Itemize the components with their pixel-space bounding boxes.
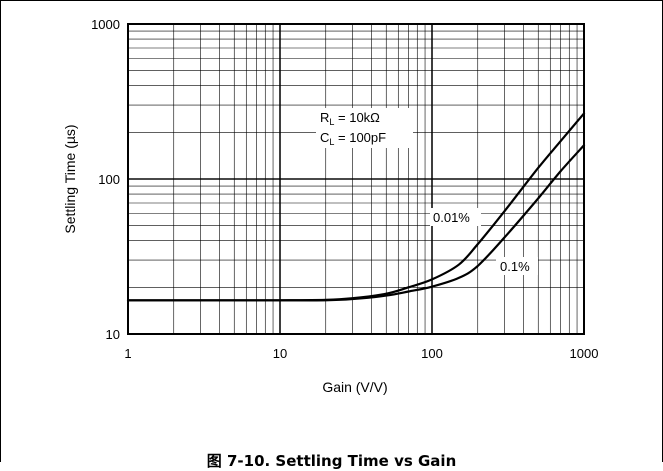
x-tick-label: 1 [124,346,131,361]
y-tick-label: 10 [106,327,120,342]
y-tick-label: 1000 [91,17,120,32]
series-label-0-1: 0.1% [500,259,530,274]
x-tick-label: 1000 [570,346,599,361]
series-label-background-0-1 [496,257,538,275]
x-tick-label: 10 [273,346,287,361]
y-tick-labels: 10 100 1000 [91,17,120,342]
y-tick-label: 100 [98,172,120,187]
data-curves [126,112,586,302]
cl-condition: CL = 100pF [320,130,386,147]
x-tick-labels: 1 10 100 1000 [124,346,598,361]
rl-condition: RL = 10kΩ [320,110,380,127]
y-axis-label: Settling Time (µs) [62,124,78,233]
x-axis-label: Gain (V/V) [322,379,387,395]
x-tick-label: 100 [421,346,443,361]
conditions-label-background [316,108,413,148]
plot-area-border [127,23,585,335]
figure-caption: 图 7-10. Settling Time vs Gain [206,452,457,470]
series-curve-0-1-percent [126,144,586,302]
series-label-0-01: 0.01% [433,210,470,225]
settling-time-chart: RL = 10kΩ CL = 100pF 0.01% 0.1% 10 100 100… [62,17,598,395]
series-label-background-0-01 [430,208,481,226]
